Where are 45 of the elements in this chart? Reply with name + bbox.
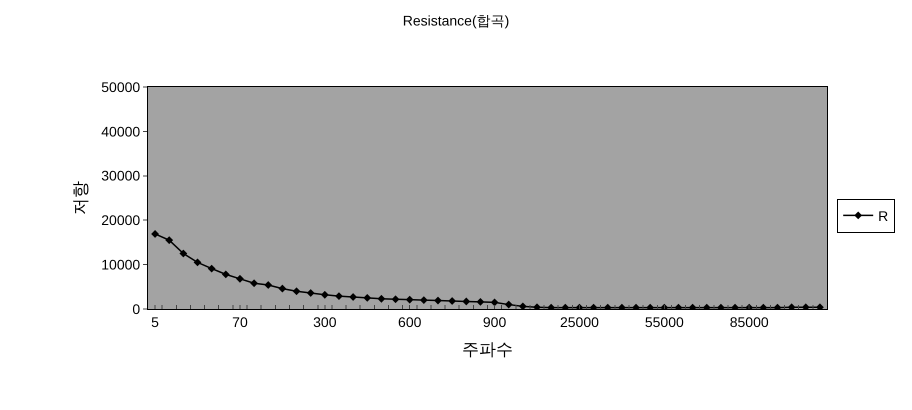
point bbox=[208, 264, 216, 272]
y-tick-label: 20000 bbox=[101, 212, 140, 228]
x-tick-label: 5 bbox=[151, 314, 160, 330]
point bbox=[518, 302, 527, 309]
point bbox=[222, 270, 230, 278]
point bbox=[406, 296, 414, 304]
point bbox=[236, 274, 244, 283]
point bbox=[434, 296, 442, 304]
point bbox=[151, 230, 159, 238]
point bbox=[476, 298, 484, 306]
point bbox=[278, 284, 286, 292]
y-tick-label: 40000 bbox=[101, 123, 140, 140]
x-tick-label: 300 bbox=[313, 314, 337, 330]
y-tick-label: 0 bbox=[132, 300, 140, 317]
chart-title: Resistance(합곡) bbox=[402, 12, 510, 28]
point bbox=[349, 293, 358, 301]
y-axis-title: 저항 bbox=[70, 181, 90, 215]
point bbox=[165, 236, 174, 244]
x-tick-label: 900 bbox=[482, 314, 506, 330]
x-tick-label: 70 bbox=[232, 314, 248, 330]
point bbox=[462, 298, 470, 306]
x-tick-label: 25000 bbox=[560, 314, 600, 330]
point bbox=[306, 289, 315, 297]
x-axis-title: 주파수 bbox=[462, 340, 513, 360]
point bbox=[378, 294, 386, 303]
y-tick-label: 10000 bbox=[101, 256, 140, 272]
point bbox=[179, 250, 188, 258]
point bbox=[320, 290, 329, 299]
x-tick-label: 85000 bbox=[730, 314, 769, 330]
point bbox=[420, 296, 428, 304]
point bbox=[264, 281, 272, 289]
y-tick-label: 30000 bbox=[101, 168, 140, 184]
point bbox=[490, 298, 498, 306]
point bbox=[335, 292, 343, 300]
y-tick-label: 50000 bbox=[101, 78, 140, 95]
point bbox=[363, 294, 372, 302]
point bbox=[194, 258, 202, 266]
x-tick-label: 55000 bbox=[644, 314, 684, 330]
point bbox=[392, 295, 400, 304]
point bbox=[250, 279, 258, 288]
legend-label: R bbox=[878, 208, 888, 224]
point bbox=[448, 297, 456, 305]
point bbox=[292, 287, 300, 296]
point bbox=[504, 300, 513, 308]
x-tick-label: 600 bbox=[398, 314, 422, 330]
